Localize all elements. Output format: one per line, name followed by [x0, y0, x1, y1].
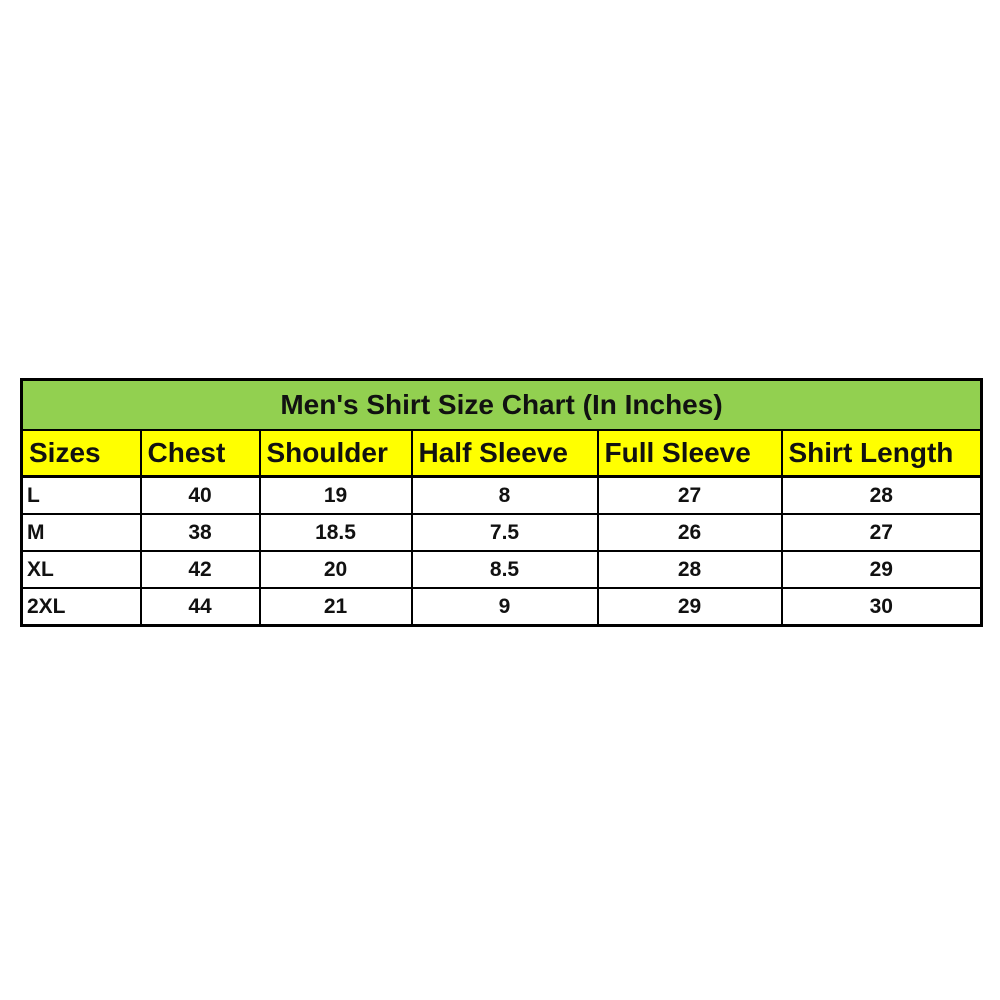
size-label-cell: L: [20, 475, 142, 515]
shoulder-value-cell: 18.5: [258, 513, 413, 552]
shirt-length-value-cell: 27: [780, 513, 983, 552]
header-row: Sizes Chest Shoulder Half Sleeve Full Sl…: [20, 429, 983, 478]
title-row: Men's Shirt Size Chart (In Inches): [20, 378, 983, 431]
column-header-full-sleeve: Full Sleeve: [596, 429, 783, 478]
size-label-cell: 2XL: [20, 587, 142, 627]
full-sleeve-value-cell: 27: [596, 475, 783, 515]
column-header-shoulder: Shoulder: [258, 429, 413, 478]
chest-value-cell: 44: [139, 587, 261, 627]
shirt-length-value-cell: 28: [780, 475, 983, 515]
column-header-sizes: Sizes: [20, 429, 142, 478]
size-chart-table: Men's Shirt Size Chart (In Inches) Sizes…: [20, 378, 984, 627]
full-sleeve-value-cell: 29: [596, 587, 783, 627]
full-sleeve-value-cell: 26: [596, 513, 783, 552]
half-sleeve-value-cell: 9: [410, 587, 599, 627]
table-row: M 38 18.5 7.5 26 27: [20, 513, 983, 552]
table-title: Men's Shirt Size Chart (In Inches): [20, 378, 983, 431]
shoulder-value-cell: 21: [258, 587, 413, 627]
chest-value-cell: 38: [139, 513, 261, 552]
size-label-cell: M: [20, 513, 142, 552]
half-sleeve-value-cell: 8: [410, 475, 599, 515]
chest-value-cell: 42: [139, 550, 261, 589]
shirt-length-value-cell: 30: [780, 587, 983, 627]
half-sleeve-value-cell: 7.5: [410, 513, 599, 552]
table-row: L 40 19 8 27 28: [20, 475, 983, 515]
chest-value-cell: 40: [139, 475, 261, 515]
full-sleeve-value-cell: 28: [596, 550, 783, 589]
shirt-length-value-cell: 29: [780, 550, 983, 589]
half-sleeve-value-cell: 8.5: [410, 550, 599, 589]
column-header-shirt-length: Shirt Length: [780, 429, 983, 478]
table-row: 2XL 44 21 9 29 30: [20, 587, 983, 627]
shoulder-value-cell: 20: [258, 550, 413, 589]
shoulder-value-cell: 19: [258, 475, 413, 515]
column-header-chest: Chest: [139, 429, 261, 478]
column-header-half-sleeve: Half Sleeve: [410, 429, 599, 478]
table-row: XL 42 20 8.5 28 29: [20, 550, 983, 589]
size-label-cell: XL: [20, 550, 142, 589]
